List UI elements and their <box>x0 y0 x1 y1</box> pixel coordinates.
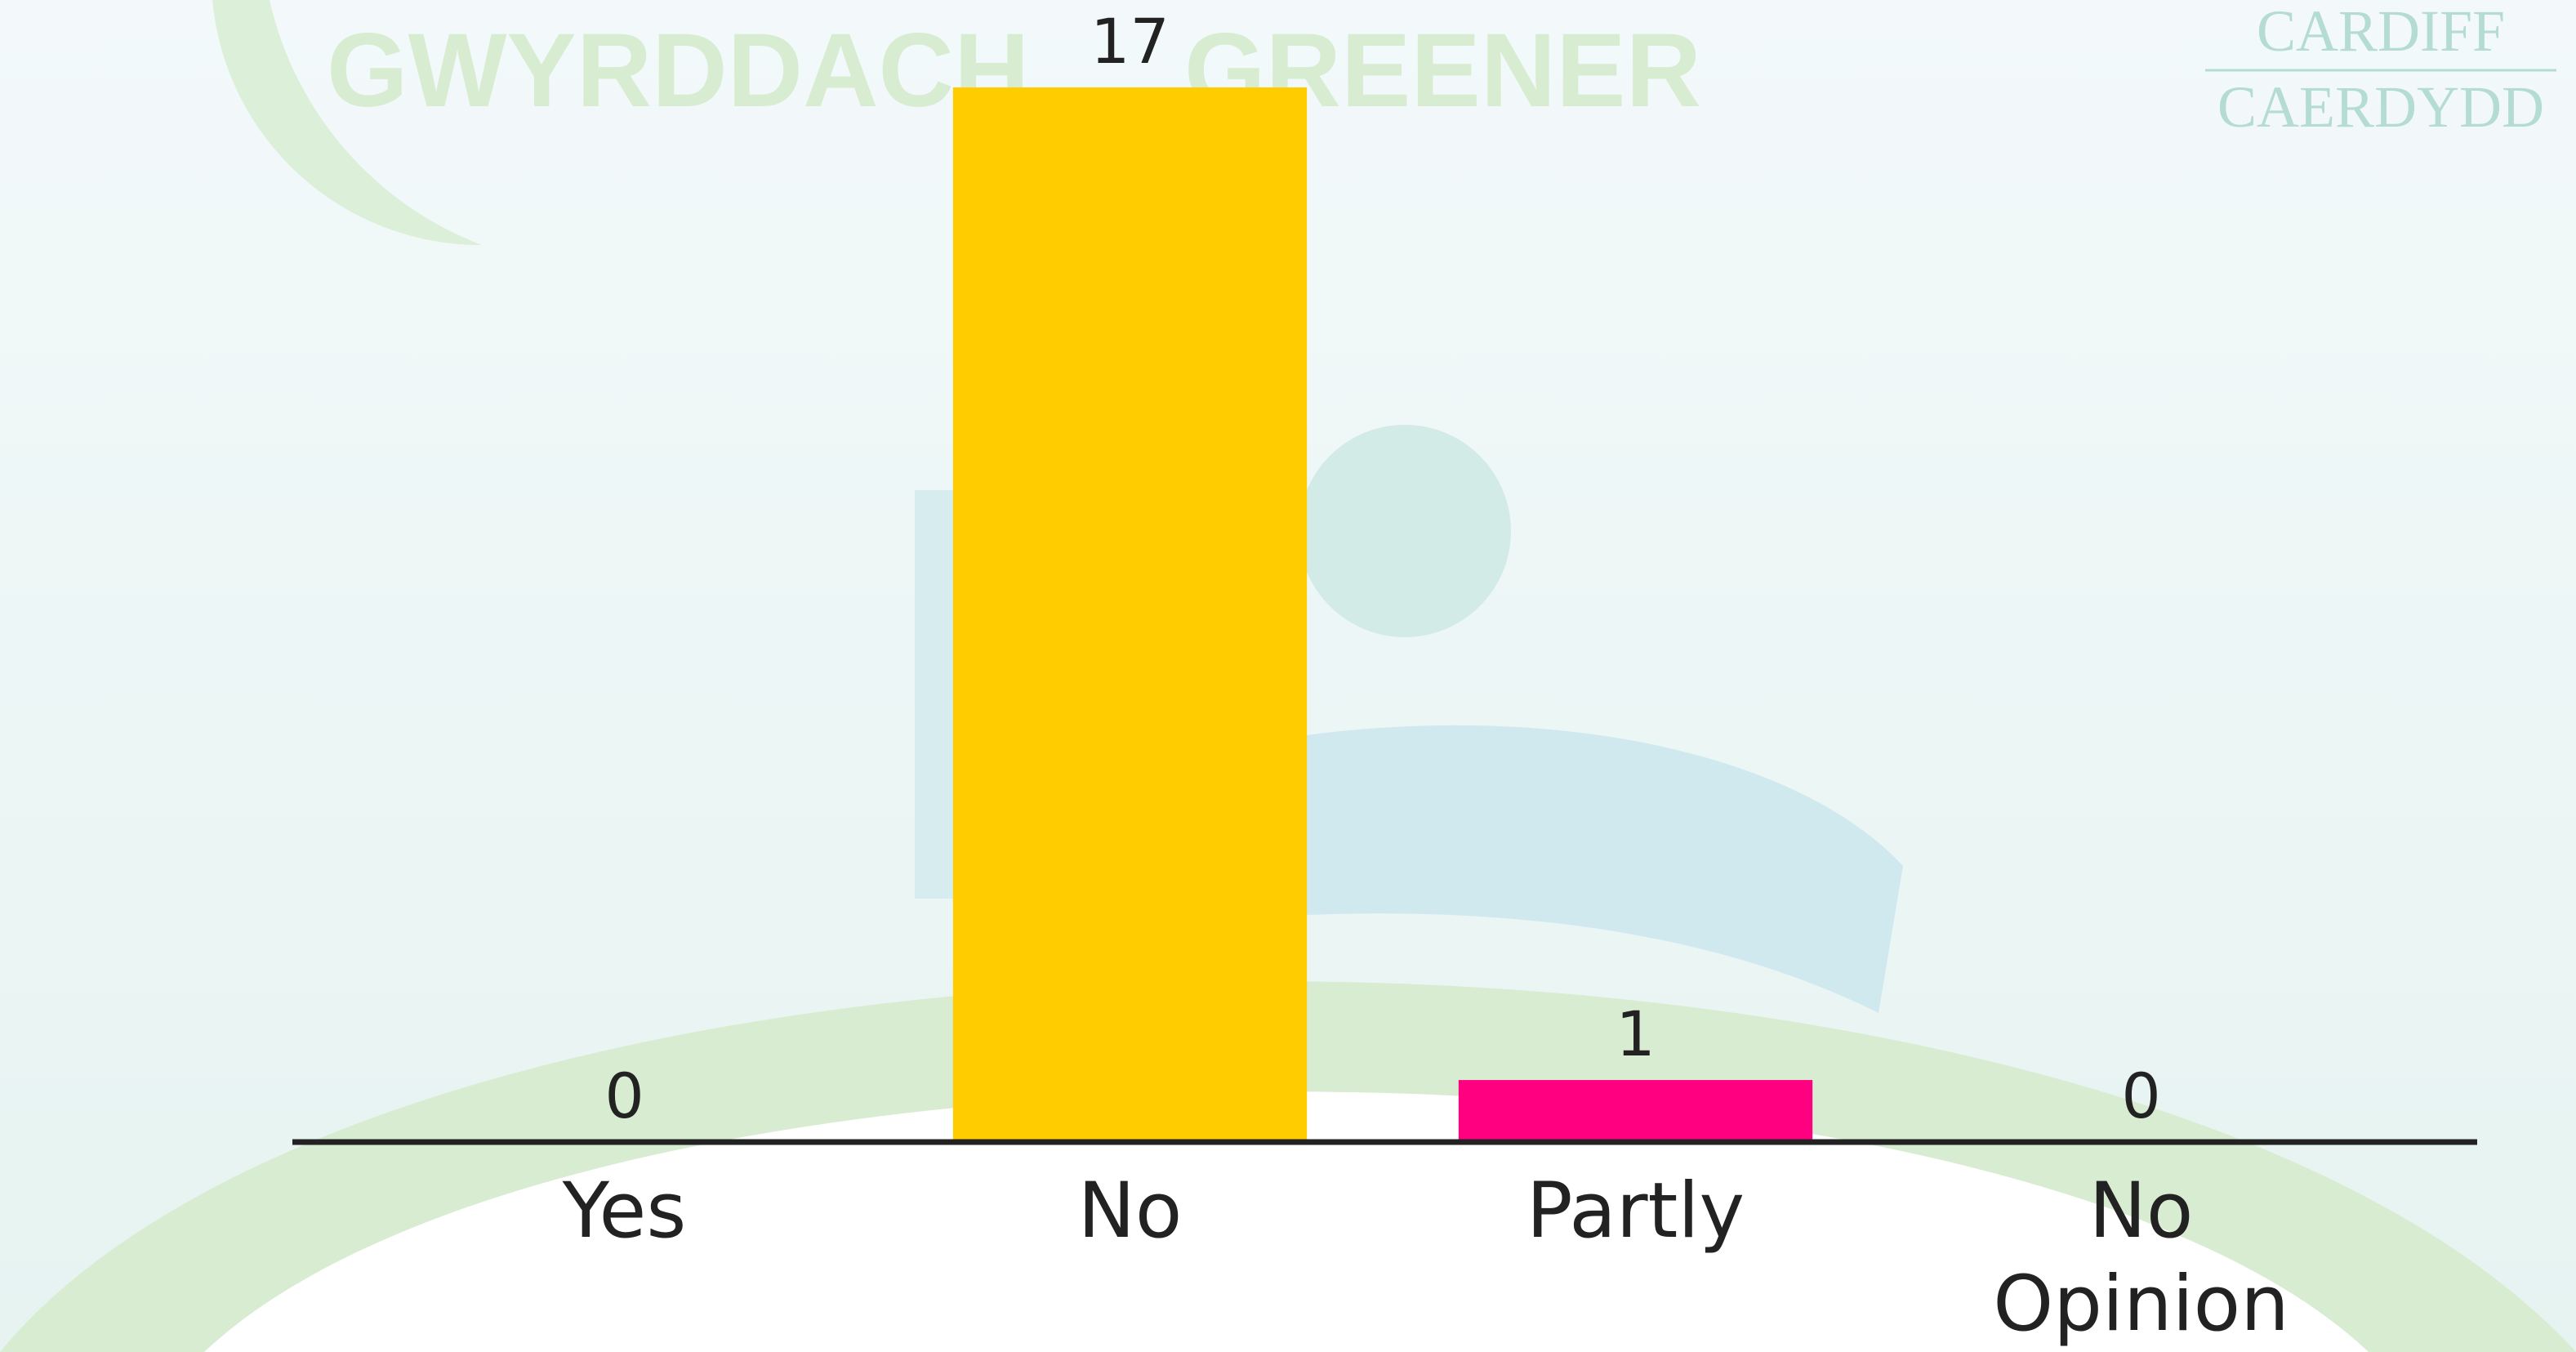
value-label: 17 <box>1090 5 1170 78</box>
bar <box>1458 1080 1813 1142</box>
logo-text: CARDIFF <box>2257 0 2505 64</box>
x-tick-label: No Opinion <box>1993 1167 2289 1349</box>
hill-inner-decoration <box>204 1091 2369 1352</box>
x-tick-label: Yes <box>562 1167 687 1256</box>
x-tick-label: Partly <box>1526 1167 1745 1256</box>
bar <box>952 87 1308 1142</box>
background-text: GWYRDDACH <box>327 12 1029 129</box>
value-label: 0 <box>604 1060 644 1132</box>
x-tick-label: No <box>1077 1167 1183 1256</box>
value-label: 1 <box>1616 997 1655 1070</box>
stones-decoration <box>1307 725 1903 1013</box>
moon-decoration <box>212 0 482 246</box>
value-label: 0 <box>2121 1060 2160 1132</box>
tree-decoration <box>1299 425 1511 637</box>
logo-text: CAERDYDD <box>2217 74 2544 140</box>
